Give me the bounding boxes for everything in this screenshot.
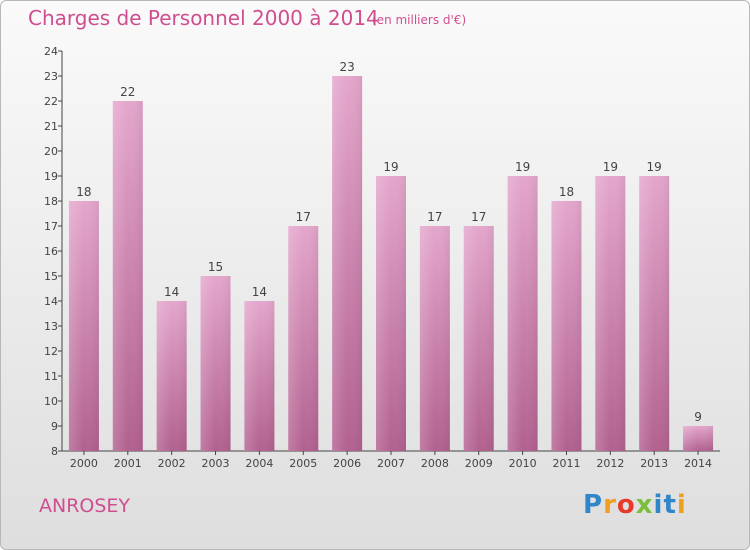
logo-letter: i xyxy=(653,490,664,520)
data-label: 19 xyxy=(515,160,530,174)
y-tick-label: 14 xyxy=(44,295,58,308)
logo-letter: x xyxy=(635,490,654,520)
x-tick-label: 2002 xyxy=(158,457,186,470)
x-tick-label: 2004 xyxy=(245,457,273,470)
x-tick-label: 2000 xyxy=(70,457,98,470)
bar-shine-2013 xyxy=(639,176,670,451)
data-label: 19 xyxy=(383,160,398,174)
bar-shine-2008 xyxy=(419,226,450,451)
x-tick-label: 2003 xyxy=(202,457,230,470)
bar-shine-2000 xyxy=(68,201,99,451)
logo-letter: o xyxy=(616,490,636,520)
y-tick-label: 15 xyxy=(44,270,58,283)
bar-shine-2011 xyxy=(551,201,582,451)
y-tick-label: 8 xyxy=(51,445,58,458)
logo-letter: P xyxy=(583,490,604,520)
bars xyxy=(68,76,714,451)
data-labels: 18 22 14 15 14 17 23 19 17 17 19 18 19 19 9 xyxy=(76,60,702,424)
bar-shine-2009 xyxy=(463,226,494,451)
bar-shine-2005 xyxy=(288,226,319,451)
data-label: 9 xyxy=(694,410,702,424)
logo-letter: i xyxy=(676,490,687,520)
y-tick-label: 19 xyxy=(44,170,58,183)
data-label: 18 xyxy=(76,185,91,199)
x-tick-label: 2010 xyxy=(509,457,537,470)
x-tick-label: 2005 xyxy=(289,457,317,470)
data-label: 23 xyxy=(339,60,354,74)
x-tick-label: 2006 xyxy=(333,457,361,470)
data-label: 19 xyxy=(603,160,618,174)
y-tick-label: 13 xyxy=(44,320,58,333)
bar-shine-2012 xyxy=(595,176,626,451)
y-tick-label: 23 xyxy=(44,70,58,83)
bar-shine-2007 xyxy=(376,176,406,451)
y-tick-label: 12 xyxy=(44,345,58,358)
place-name: ANROSEY xyxy=(39,495,131,517)
logo-letter: r xyxy=(603,490,617,520)
data-label: 17 xyxy=(427,210,442,224)
data-label: 17 xyxy=(471,210,486,224)
data-label: 18 xyxy=(559,185,574,199)
x-tick-label: 2009 xyxy=(465,457,493,470)
bar-shine-2006 xyxy=(332,76,363,451)
y-tick-label: 22 xyxy=(44,95,58,108)
y-tick-label: 10 xyxy=(44,395,58,408)
y-tick-label: 16 xyxy=(44,245,58,258)
y-tick-label: 17 xyxy=(44,220,58,233)
data-label: 15 xyxy=(208,260,223,274)
data-label: 22 xyxy=(120,85,135,99)
data-label: 17 xyxy=(296,210,311,224)
data-label: 19 xyxy=(647,160,662,174)
x-tick-label: 2013 xyxy=(640,457,668,470)
bar-shine-2003 xyxy=(200,276,231,451)
bar-shine-2002 xyxy=(156,301,187,451)
x-tick-label: 2008 xyxy=(421,457,449,470)
y-tick-label: 21 xyxy=(44,120,58,133)
x-tick-label: 2011 xyxy=(552,457,580,470)
bar-shine-2010 xyxy=(507,176,538,451)
data-label: 14 xyxy=(164,285,179,299)
x-tick-label: 2012 xyxy=(596,457,624,470)
x-tick-label: 2007 xyxy=(377,457,405,470)
y-tick-label: 20 xyxy=(44,145,58,158)
logo-letter: t xyxy=(663,490,677,520)
bar-shine-2001 xyxy=(112,101,143,451)
y-tick-label: 11 xyxy=(44,370,58,383)
bar-shine-2004 xyxy=(244,301,275,451)
x-tick-label: 2001 xyxy=(114,457,142,470)
proxiti-logo: Proxiti xyxy=(583,490,687,520)
y-tick-label: 24 xyxy=(44,45,58,58)
chart-subtitle: (en milliers d'€) xyxy=(372,13,467,27)
chart-title: Charges de Personnel 2000 à 2014 xyxy=(28,6,379,30)
axes: 8 9 10 11 12 13 14 15 16 17 18 19 20 21 22 23 24 2000 2001… xyxy=(44,45,720,470)
bar-shine-2014 xyxy=(683,426,714,451)
y-tick-label: 9 xyxy=(51,420,58,433)
x-tick-label: 2014 xyxy=(684,457,712,470)
data-label: 14 xyxy=(252,285,267,299)
y-tick-label: 18 xyxy=(44,195,58,208)
